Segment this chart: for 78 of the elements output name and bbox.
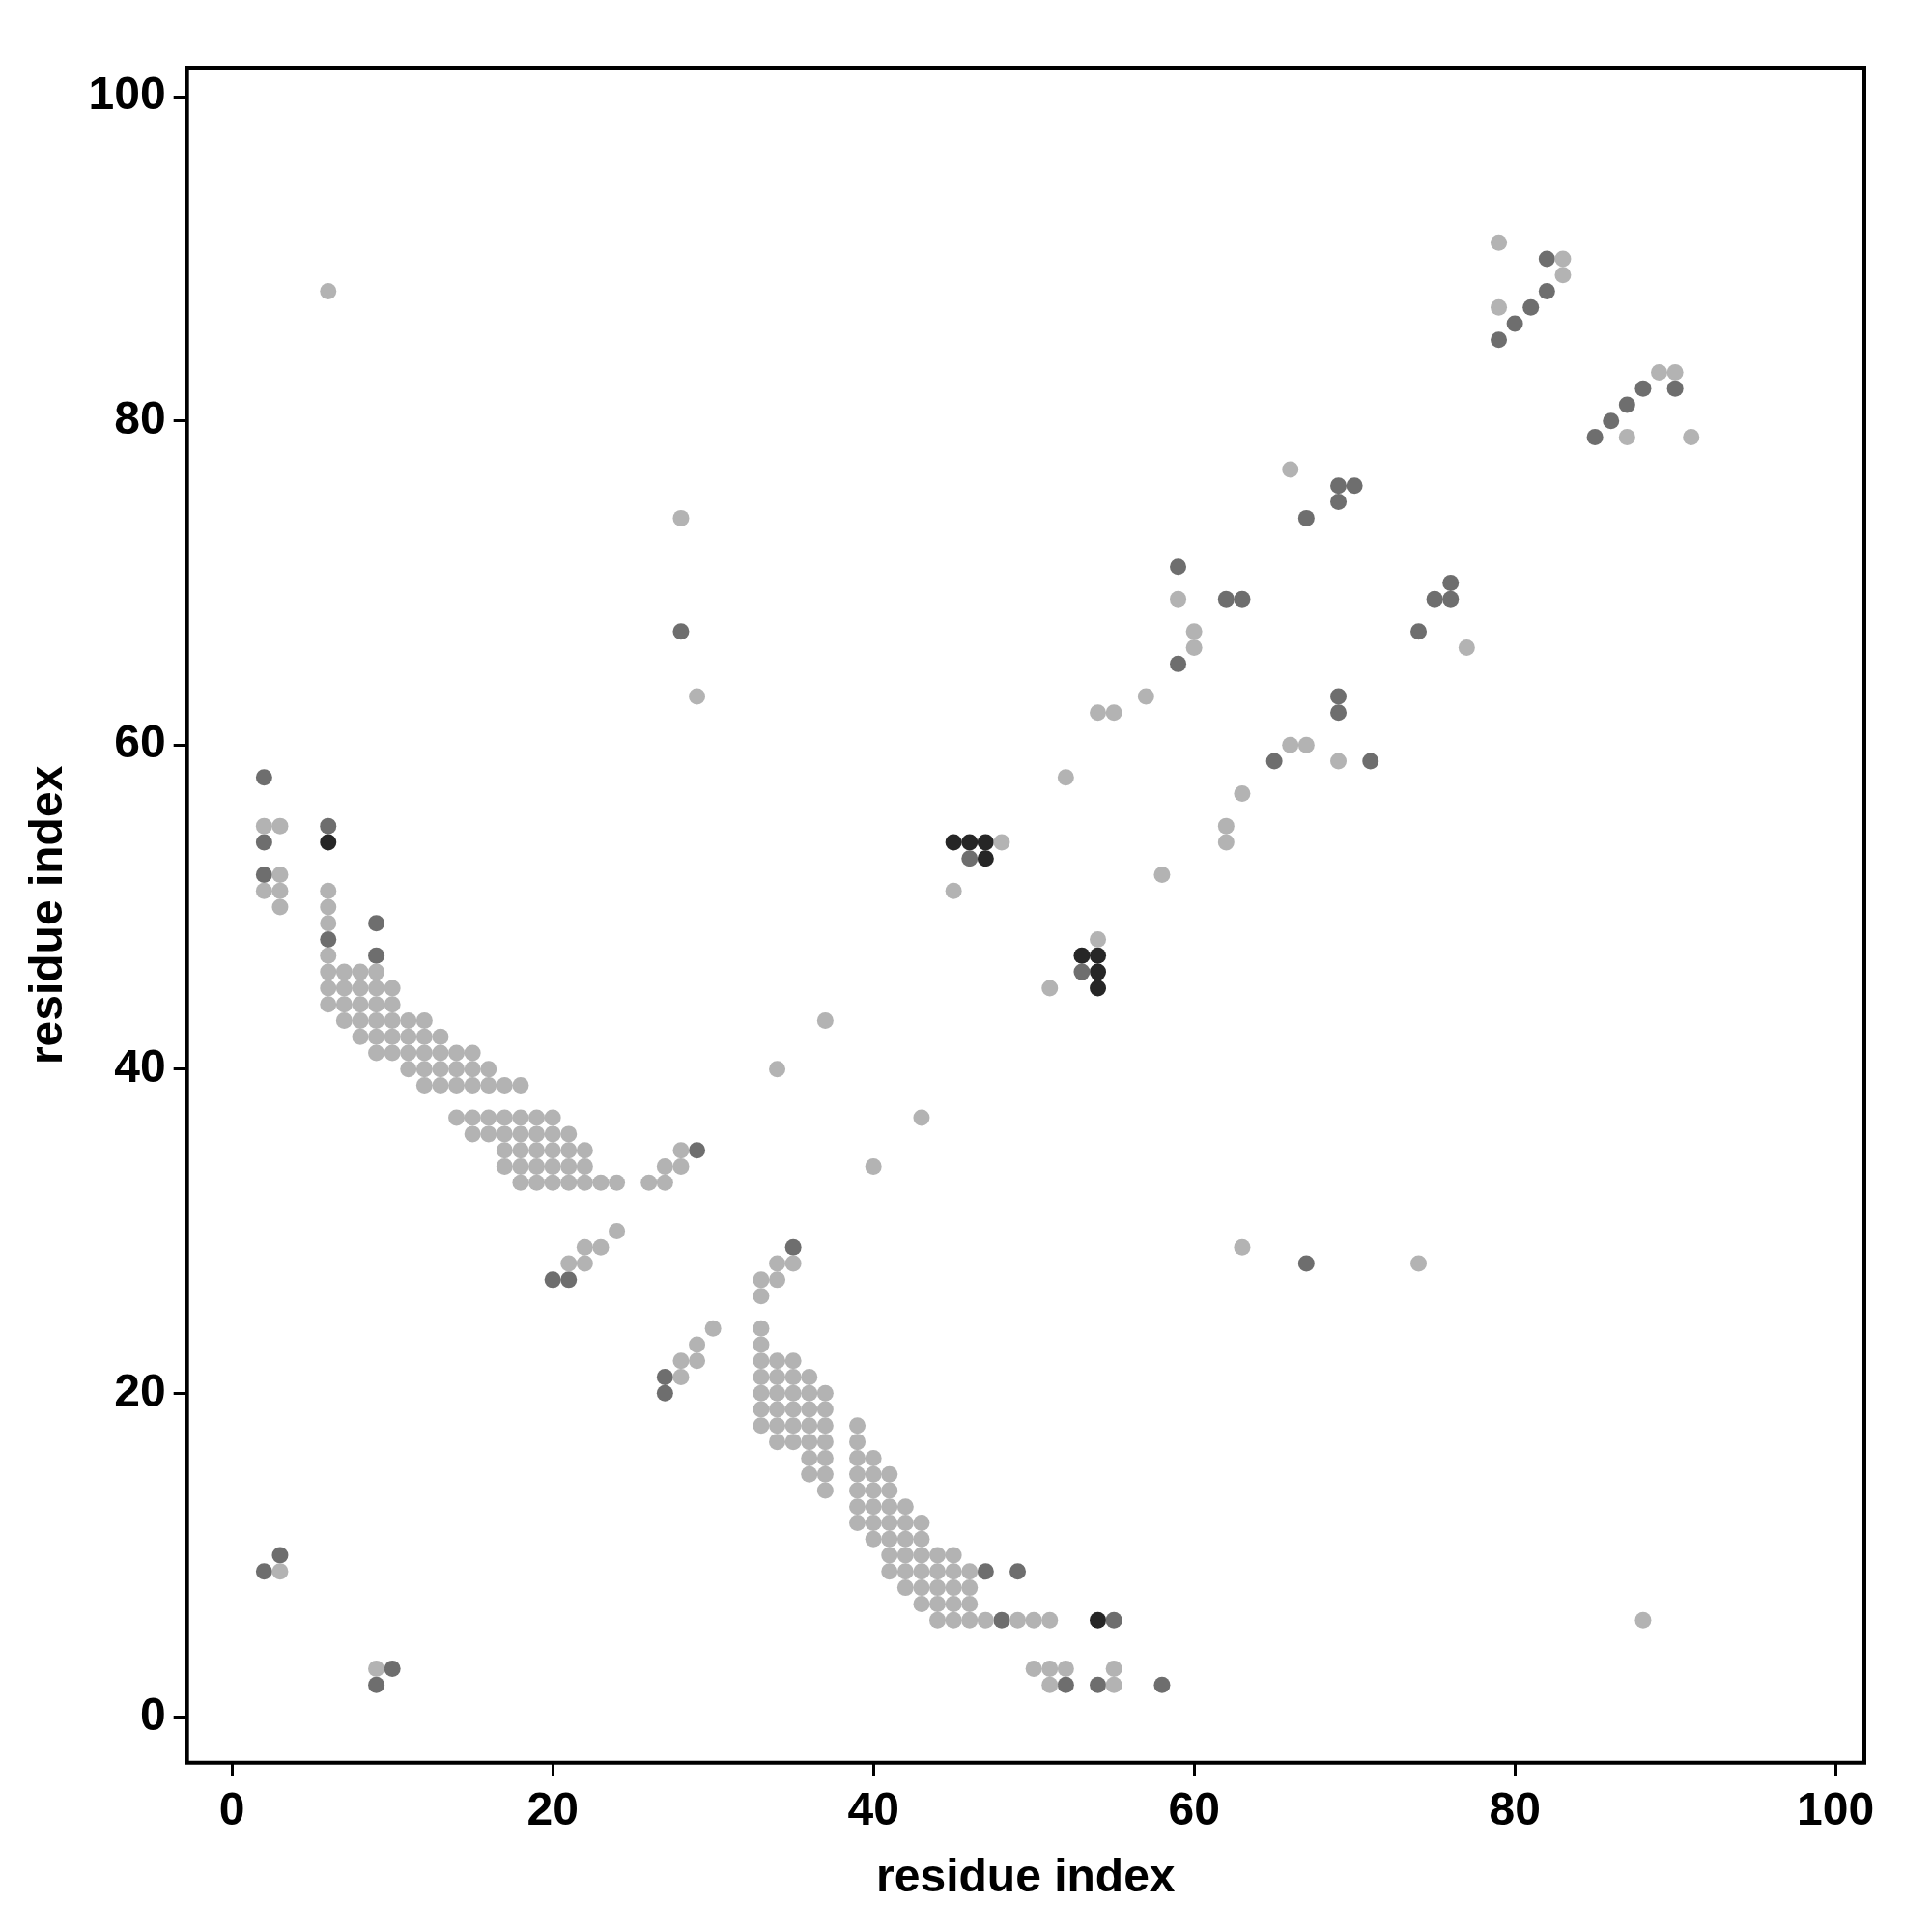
point xyxy=(1057,1676,1074,1693)
point xyxy=(1634,380,1652,397)
y-axis-title: residue index xyxy=(20,765,72,1065)
point xyxy=(945,834,962,851)
point xyxy=(1234,590,1251,608)
point xyxy=(1410,623,1428,640)
point xyxy=(1491,331,1508,349)
point xyxy=(1009,1563,1027,1580)
point xyxy=(993,1611,1010,1629)
point xyxy=(784,1238,802,1256)
point xyxy=(368,947,385,964)
point xyxy=(1090,947,1107,964)
point xyxy=(656,1369,673,1386)
point xyxy=(1073,963,1091,980)
point xyxy=(255,866,272,883)
x-tick-label: 80 xyxy=(1489,1782,1541,1834)
point xyxy=(1538,250,1555,268)
y-tick-label: 40 xyxy=(114,1040,166,1093)
point xyxy=(320,817,337,835)
point xyxy=(1073,947,1091,964)
point xyxy=(1442,574,1460,591)
point xyxy=(320,834,337,851)
point xyxy=(384,1661,401,1677)
point xyxy=(1586,429,1604,445)
point xyxy=(1362,753,1379,770)
point xyxy=(320,931,337,949)
point xyxy=(977,1563,994,1580)
point xyxy=(1538,283,1555,300)
point xyxy=(1265,753,1283,770)
y-tick-label: 60 xyxy=(114,716,166,768)
point xyxy=(1297,509,1315,526)
point xyxy=(1217,590,1235,608)
point xyxy=(1330,477,1348,495)
point xyxy=(1330,688,1348,705)
point xyxy=(368,915,385,932)
point xyxy=(656,1384,673,1402)
y-tick-label: 20 xyxy=(114,1364,166,1416)
point xyxy=(1170,655,1187,672)
x-tick-label: 100 xyxy=(1797,1782,1875,1834)
x-tick-label: 20 xyxy=(526,1782,579,1834)
point xyxy=(560,1271,578,1289)
point xyxy=(1330,494,1348,511)
point xyxy=(1153,1676,1171,1693)
point xyxy=(1346,477,1363,495)
x-tick-label: 60 xyxy=(1168,1782,1220,1834)
point xyxy=(1506,315,1523,332)
y-tick-label: 100 xyxy=(88,68,166,120)
x-tick-label: 0 xyxy=(218,1782,245,1834)
point xyxy=(977,834,994,851)
point xyxy=(1090,963,1107,980)
point xyxy=(544,1271,561,1289)
point xyxy=(1522,298,1540,316)
point xyxy=(255,1563,272,1580)
point xyxy=(255,834,272,851)
point xyxy=(977,850,994,867)
point xyxy=(271,1547,289,1564)
point xyxy=(1330,704,1348,722)
x-tick-label: 40 xyxy=(847,1782,899,1834)
point xyxy=(255,769,272,786)
x-axis-title: residue index xyxy=(876,1850,1176,1902)
point xyxy=(1297,1255,1315,1272)
point xyxy=(1618,396,1635,413)
point xyxy=(1090,1611,1107,1629)
point xyxy=(1426,590,1443,608)
point xyxy=(1105,1611,1122,1629)
point xyxy=(961,850,979,867)
y-tick-label: 0 xyxy=(139,1689,166,1741)
point xyxy=(1170,558,1187,576)
point xyxy=(961,834,979,851)
point xyxy=(368,1676,385,1693)
point xyxy=(1666,380,1684,397)
point xyxy=(1603,412,1620,430)
point xyxy=(1090,1676,1107,1693)
point xyxy=(1090,980,1107,997)
y-tick-label: 80 xyxy=(114,391,166,443)
point xyxy=(689,1142,706,1159)
point xyxy=(1442,590,1460,608)
point xyxy=(672,623,690,640)
